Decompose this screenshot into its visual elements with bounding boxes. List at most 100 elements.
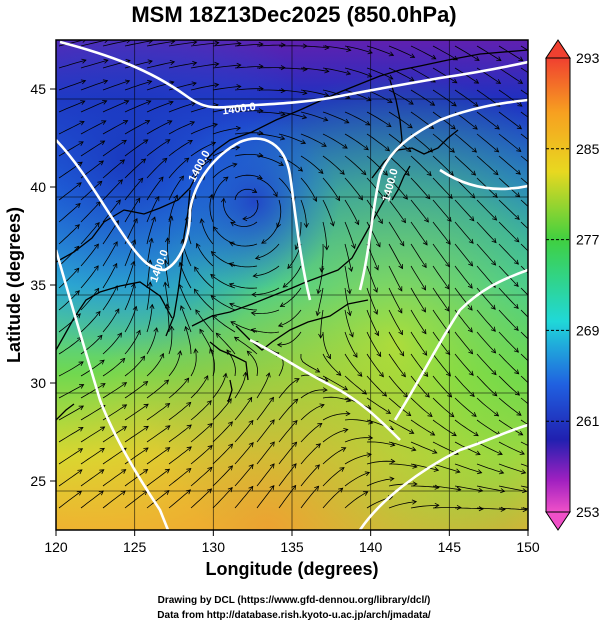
colorbar: 293 285 277 269 261 253: [545, 39, 599, 531]
streamline-arrowhead: [121, 382, 128, 387]
streamline-arrowhead: [468, 370, 474, 376]
streamline: [344, 419, 373, 424]
streamline-arrowhead: [99, 359, 105, 365]
streamline-arrowhead: [100, 426, 106, 432]
streamline-arrowhead: [445, 349, 451, 356]
streamline: [476, 45, 502, 61]
streamline-arrowhead: [178, 283, 184, 290]
streamline: [410, 375, 430, 398]
streamline-arrowhead: [432, 449, 438, 454]
streamline-arrowhead: [186, 424, 192, 430]
streamline-arrowhead: [521, 488, 528, 494]
streamline-arrowhead: [147, 281, 153, 287]
streamline: [168, 350, 181, 377]
streamline-arrowhead: [351, 243, 356, 250]
streamline: [102, 179, 123, 201]
streamline: [80, 100, 107, 113]
streamline-arrowhead: [247, 396, 253, 403]
streamline-arrowhead: [346, 311, 352, 317]
streamline: [102, 263, 118, 289]
streamline: [190, 142, 216, 157]
streamline-arrowhead: [122, 120, 129, 125]
streamline: [344, 472, 370, 487]
streamline-arrowhead: [494, 147, 500, 153]
streamline: [520, 441, 528, 446]
streamline-arrowhead: [398, 264, 403, 270]
streamline: [498, 287, 519, 309]
streamline-arrowhead: [104, 40, 109, 44]
streamline-arrowhead: [496, 56, 502, 62]
streamline-arrowhead: [537, 259, 541, 263]
streamline-arrowhead: [131, 239, 137, 245]
streamline-arrowhead: [130, 282, 136, 289]
streamline-arrowhead: [169, 325, 175, 331]
streamline-arrowhead: [163, 379, 170, 385]
streamline: [226, 349, 236, 377]
streamline-arrowhead: [451, 431, 457, 437]
streamline-arrowhead: [540, 431, 545, 435]
streamline: [454, 485, 483, 492]
streamline: [388, 265, 403, 292]
streamline: [344, 437, 373, 443]
streamline-arrowhead: [354, 219, 360, 226]
streamline-arrowhead: [301, 114, 308, 120]
streamline: [454, 111, 478, 130]
streamline: [410, 397, 433, 417]
streamline-arrowhead: [497, 450, 503, 456]
streamline-arrowhead: [429, 430, 436, 436]
streamline: [278, 378, 300, 399]
streamline: [146, 379, 169, 399]
streamline-arrowhead: [513, 325, 519, 332]
streamline: [190, 123, 218, 135]
streamline: [498, 133, 522, 152]
streamline-arrowhead: [426, 170, 432, 177]
streamline: [498, 243, 519, 265]
streamline-arrowhead: [228, 465, 234, 471]
colorbar-tick-label: 261: [576, 413, 599, 429]
streamline-arrowhead: [210, 251, 216, 257]
streamline-arrowhead: [456, 486, 462, 492]
streamline: [476, 463, 504, 474]
streamline: [80, 59, 109, 69]
streamline: [102, 447, 127, 465]
streamline-arrowhead: [164, 490, 170, 495]
streamline: [124, 178, 144, 201]
streamline: [124, 261, 135, 289]
streamline: [410, 199, 429, 223]
streamline: [300, 389, 328, 399]
streamline-arrowhead: [365, 120, 371, 126]
streamline: [344, 353, 363, 377]
streamline: [234, 154, 263, 157]
streamline: [146, 304, 153, 333]
streamline: [124, 355, 145, 377]
streamline-arrowhead: [521, 469, 527, 475]
streamline-arrowhead: [291, 484, 297, 491]
streamline-arrowhead: [456, 504, 462, 511]
streamline: [366, 441, 395, 446]
streamline: [366, 331, 382, 357]
streamline: [146, 157, 168, 179]
streamline-arrowhead: [189, 121, 196, 126]
streamline: [212, 64, 241, 69]
streamline-arrowhead: [387, 98, 393, 104]
streamline: [278, 485, 297, 509]
streamline-arrowhead: [513, 303, 519, 309]
coastlines: [56, 49, 528, 421]
x-axis-label: Longitude (degrees): [205, 559, 378, 579]
streamline-arrowhead: [422, 240, 428, 246]
streamline: [344, 67, 372, 77]
streamline-arrowhead: [473, 431, 479, 437]
streamline: [498, 111, 522, 130]
streamline-arrowhead: [100, 140, 106, 146]
streamline: [498, 353, 519, 375]
streamline-arrowhead: [366, 452, 372, 458]
streamline: [146, 120, 172, 135]
streamline: [253, 265, 280, 277]
streamline: [388, 111, 413, 129]
streamline: [520, 397, 528, 405]
streamline: [80, 448, 105, 465]
streamline-arrowhead: [236, 84, 242, 90]
streamline: [222, 198, 236, 223]
streamline-arrowhead: [143, 447, 149, 453]
